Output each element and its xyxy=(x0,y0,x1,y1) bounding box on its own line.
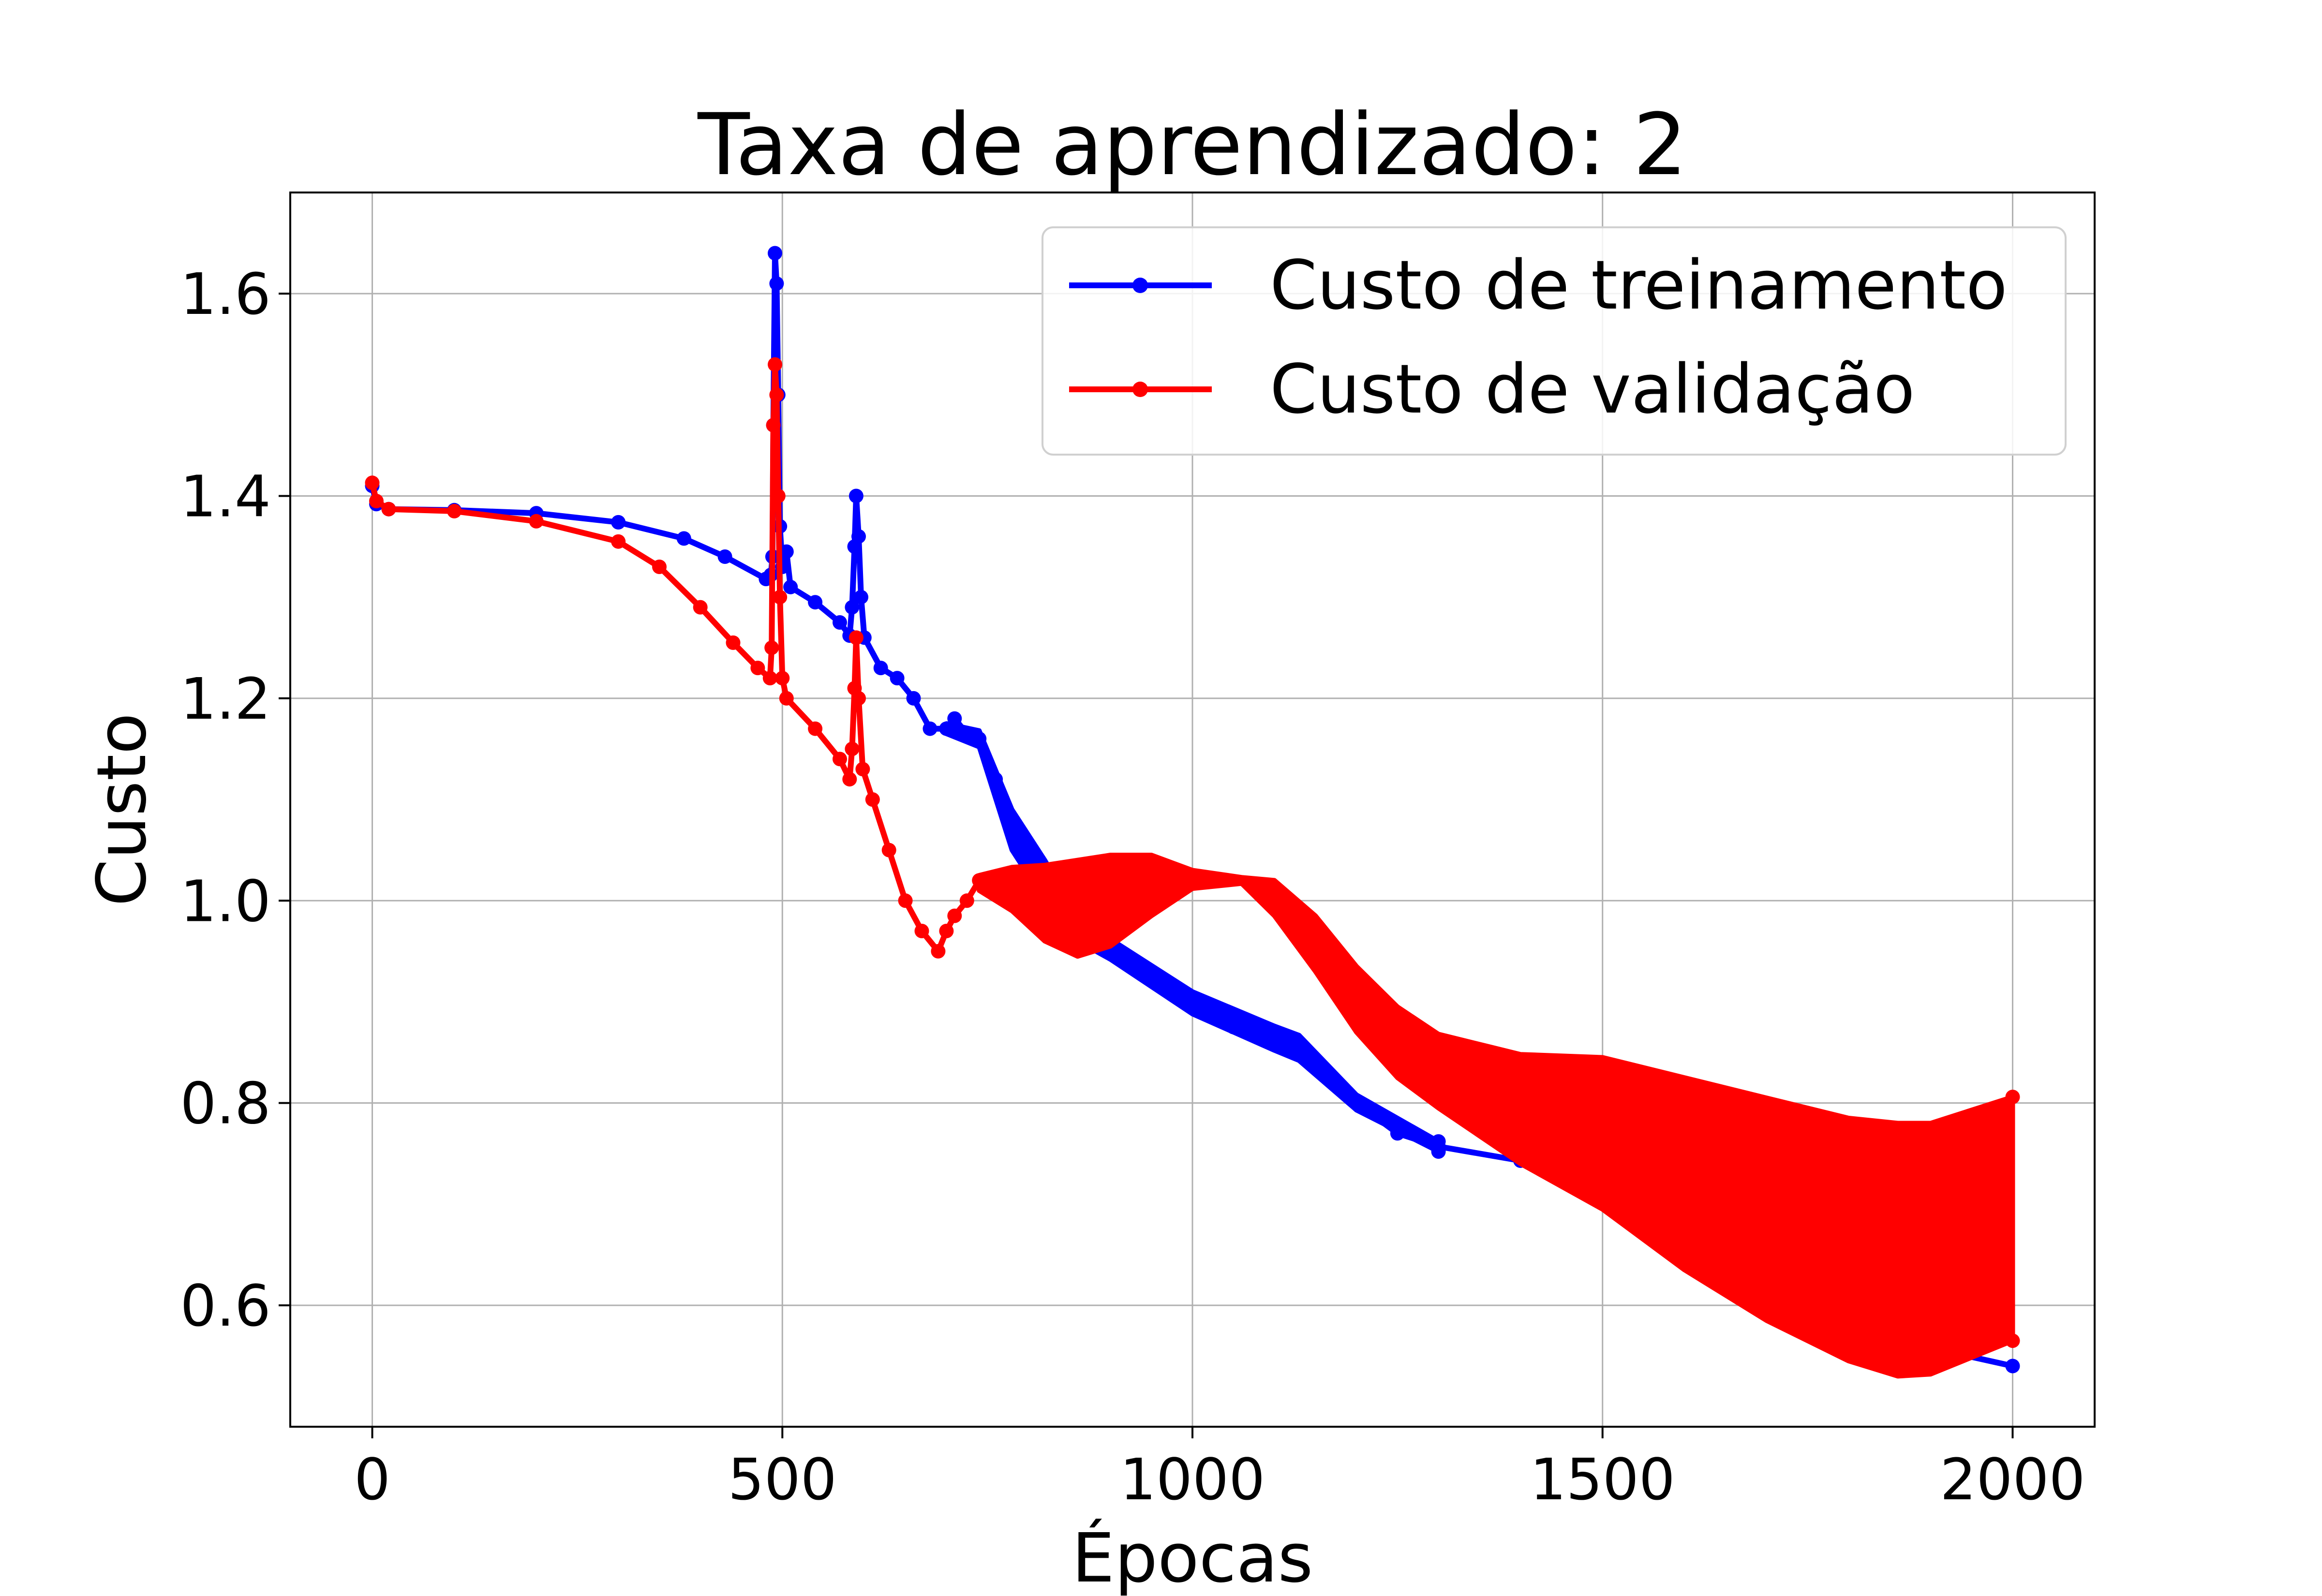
data-point xyxy=(769,276,784,291)
data-point xyxy=(764,640,779,655)
data-point xyxy=(923,721,938,736)
data-point xyxy=(766,418,781,433)
data-point xyxy=(833,752,847,767)
data-point xyxy=(939,924,954,938)
data-point xyxy=(851,691,866,706)
x-axis-label: Épocas xyxy=(1072,1518,1313,1596)
x-tick-label: 1000 xyxy=(1120,1446,1265,1513)
legend-swatch-marker xyxy=(1132,278,1148,293)
data-point xyxy=(939,721,954,736)
data-point xyxy=(775,671,790,686)
series-validation xyxy=(365,357,2020,1379)
data-point xyxy=(611,515,626,530)
data-point xyxy=(855,762,870,777)
data-point xyxy=(848,488,863,503)
data-point xyxy=(845,741,860,756)
y-axis-label: Custo xyxy=(83,713,162,906)
y-tick-label: 1.4 xyxy=(180,463,271,530)
data-point xyxy=(1292,1040,1307,1055)
legend-label: Custo de treinamento xyxy=(1270,246,2008,325)
data-point xyxy=(768,246,782,261)
data-point xyxy=(779,691,794,706)
data-point xyxy=(1144,964,1159,979)
data-point xyxy=(783,579,798,594)
data-point xyxy=(972,731,987,746)
data-point xyxy=(959,893,974,908)
data-point xyxy=(2005,1359,2020,1374)
data-point xyxy=(2005,1090,2020,1105)
data-point xyxy=(890,671,905,686)
data-point xyxy=(771,488,786,503)
data-point xyxy=(865,792,880,807)
data-point xyxy=(873,661,888,676)
y-tick-label: 1.0 xyxy=(180,868,271,934)
x-tick-label: 500 xyxy=(728,1446,837,1513)
data-point xyxy=(848,630,863,645)
data-point xyxy=(972,873,987,888)
y-tick-label: 0.8 xyxy=(180,1070,271,1137)
data-point xyxy=(381,502,396,517)
chart-title: Taxa de aprendizado: 2 xyxy=(697,95,1687,194)
data-point xyxy=(1267,1030,1282,1045)
data-point xyxy=(1390,1126,1405,1141)
data-point xyxy=(768,357,782,372)
legend-swatch-marker xyxy=(1132,382,1148,397)
data-point xyxy=(1431,1144,1446,1159)
data-point xyxy=(447,503,462,518)
data-point xyxy=(808,721,823,736)
x-tick-label: 0 xyxy=(354,1446,390,1513)
data-point xyxy=(1349,1095,1364,1110)
data-point xyxy=(365,475,380,490)
data-point xyxy=(769,387,784,402)
data-point xyxy=(369,494,384,508)
y-tick-label: 1.2 xyxy=(180,665,271,732)
data-point xyxy=(1316,1065,1331,1080)
data-point xyxy=(750,661,765,676)
data-point xyxy=(906,691,921,706)
x-tick-label: 1500 xyxy=(1530,1446,1675,1513)
data-point xyxy=(842,772,857,787)
data-point xyxy=(947,908,962,923)
data-point xyxy=(881,842,896,857)
data-point xyxy=(726,635,741,650)
data-point xyxy=(779,544,794,559)
data-point xyxy=(529,514,544,529)
data-point xyxy=(988,772,1003,787)
data-point xyxy=(947,711,962,726)
data-point xyxy=(762,671,777,686)
data-point xyxy=(1431,1134,1446,1149)
legend: Custo de treinamento Custo de validação xyxy=(1042,226,2067,456)
data-point xyxy=(931,944,946,959)
data-point xyxy=(693,600,708,615)
data-point xyxy=(652,560,667,574)
data-point xyxy=(851,529,866,544)
ticks: 0 500 1000 1500 2000 0.6 0.8 1.0 1.2 1.4 1.6 xyxy=(180,261,2085,1513)
data-point xyxy=(808,595,823,610)
legend-label: Custo de validação xyxy=(1270,350,1915,429)
data-point xyxy=(1013,832,1027,847)
y-tick-label: 1.6 xyxy=(180,261,271,327)
data-point xyxy=(773,590,788,605)
data-point xyxy=(854,590,868,605)
data-point xyxy=(959,726,974,741)
data-point xyxy=(845,600,860,615)
data-point xyxy=(1185,994,1200,1009)
legend-box xyxy=(1042,226,2067,456)
data-point xyxy=(676,531,691,546)
data-point xyxy=(898,893,913,908)
data-point xyxy=(717,549,732,564)
data-point xyxy=(2005,1333,2020,1348)
y-tick-label: 0.6 xyxy=(180,1272,271,1339)
data-point xyxy=(611,534,626,549)
data-point xyxy=(1226,1020,1241,1034)
x-tick-label: 2000 xyxy=(1940,1446,2085,1513)
data-point xyxy=(833,615,847,630)
series-layer xyxy=(365,246,2020,1379)
data-point xyxy=(914,924,929,938)
